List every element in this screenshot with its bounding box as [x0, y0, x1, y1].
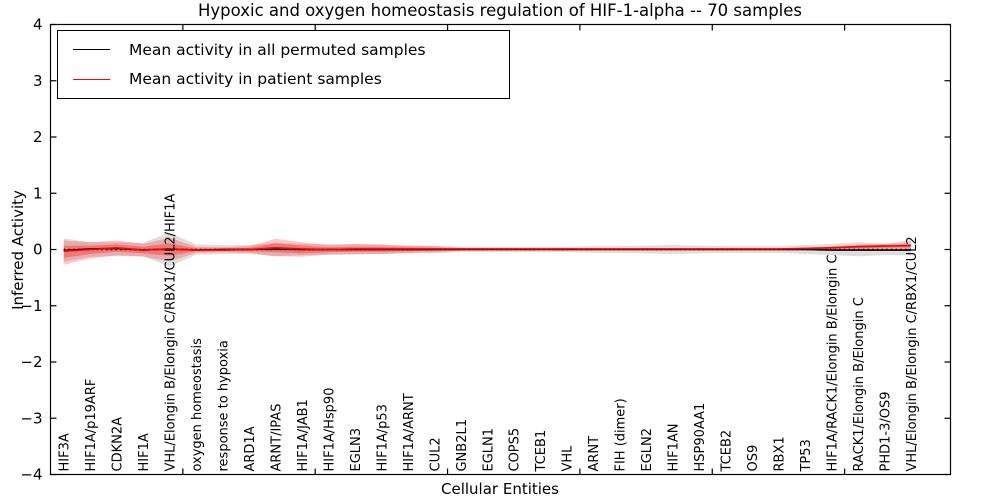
patient-mean-line	[63, 244, 911, 252]
y-tick-label: 0	[33, 241, 43, 259]
legend-entry-permuted: Mean activity in all permuted samples	[58, 41, 509, 59]
x-category-label: HIF1A/Hsp90	[322, 388, 337, 472]
y-tick-label: 4	[33, 16, 43, 34]
x-category-label: VHL/Elongin B/Elongin C/RBX1/CUL2	[905, 236, 920, 471]
x-category-label: HIF1AN	[667, 424, 682, 472]
x-category-label: FIH (dimer)	[614, 398, 629, 471]
x-category-label: PHD1-3/OS9	[878, 392, 893, 472]
y-tick-label: −3	[20, 409, 42, 427]
x-category-label: HIF3A	[58, 433, 73, 471]
x-category-label: OS9	[746, 445, 761, 472]
x-category-label: CUL2	[428, 437, 443, 471]
x-category-label: TCEB1	[534, 430, 549, 473]
y-tick-label: 3	[33, 72, 43, 90]
x-category-label: RACK1/Elongin B/Elongin C	[852, 297, 867, 471]
x-category-label: ARNT/IPAS	[270, 404, 285, 472]
x-category-label: HIF1A	[137, 433, 152, 471]
x-category-label: EGLN3	[349, 428, 364, 472]
x-category-label: oxygen homeostasis	[190, 338, 205, 472]
x-category-label: EGLN1	[481, 428, 496, 472]
x-category-label: HIF1A/JAB1	[296, 399, 311, 471]
y-tick-label: −4	[20, 466, 42, 484]
y-tick-label: −2	[20, 353, 42, 371]
patient-samples-range-inner-band	[63, 243, 911, 258]
x-category-label: response to hypoxia	[217, 340, 232, 471]
x-category-label: TCEB2	[720, 430, 735, 473]
x-category-label: VHL	[561, 445, 576, 472]
legend-label-permuted: Mean activity in all permuted samples	[129, 40, 426, 59]
legend: Mean activity in all permuted samples Me…	[57, 30, 510, 99]
x-category-label: GNB2L1	[455, 419, 470, 472]
x-category-label: EGLN2	[640, 428, 655, 472]
legend-label-patient: Mean activity in patient samples	[129, 70, 382, 89]
x-axis-label: Cellular Entities	[441, 480, 559, 498]
x-category-label: HSP90AA1	[693, 403, 708, 472]
y-tick-label: 2	[33, 128, 43, 146]
x-category-label: ARNT	[587, 436, 602, 472]
x-category-label: HIF1A/ARNT	[402, 393, 417, 471]
x-category-label: VHL/Elongin B/Elongin C/RBX1/CUL2/HIF1A	[164, 194, 179, 472]
x-category-label: HIF1A/p19ARF	[84, 379, 99, 472]
x-category-label: CDKN2A	[111, 417, 126, 472]
y-tick-label: 1	[33, 184, 43, 202]
x-category-label: HIF1A/p53	[375, 404, 390, 471]
permuted-line-swatch	[73, 49, 110, 51]
x-category-label: RBX1	[772, 436, 787, 471]
patient-line-swatch	[73, 78, 110, 80]
chart-title: Hypoxic and oxygen homeostasis regulatio…	[197, 1, 803, 20]
y-tick-label: −1	[20, 297, 42, 315]
x-category-label: COPS5	[508, 428, 523, 472]
x-category-label: TP53	[799, 439, 814, 472]
legend-entry-patient: Mean activity in patient samples	[58, 70, 509, 88]
x-category-label: ARD1A	[243, 426, 258, 471]
patient-samples-range-outer-band	[63, 237, 911, 265]
x-category-label: HIF1A/RACK1/Elongin B/Elongin C	[825, 255, 840, 472]
